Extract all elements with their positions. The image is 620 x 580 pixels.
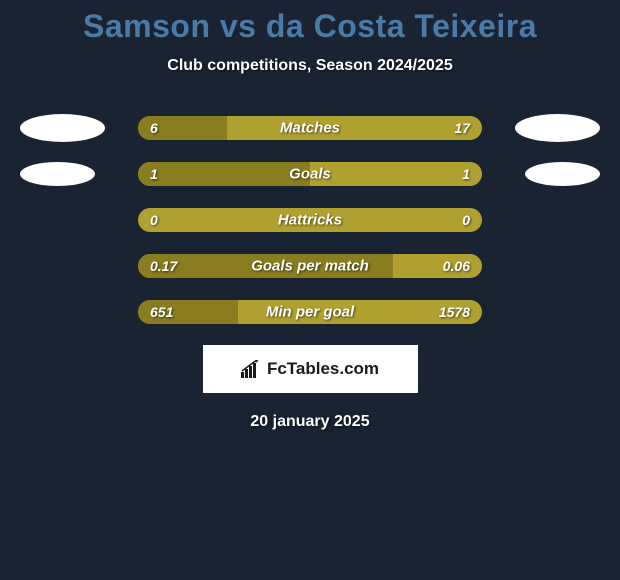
stat-row: 651 Min per goal 1578 xyxy=(0,289,620,335)
stat-label: Goals xyxy=(289,166,331,183)
stat-value-left: 651 xyxy=(150,304,173,320)
chart-icon xyxy=(241,360,261,378)
stat-row: 6 Matches 17 xyxy=(0,105,620,151)
stat-value-left: 6 xyxy=(150,120,158,136)
logo-box[interactable]: FcTables.com xyxy=(203,345,418,393)
stat-value-right: 17 xyxy=(454,120,470,136)
stat-bar: 6 Matches 17 xyxy=(138,116,482,140)
stat-value-left: 1 xyxy=(150,166,158,182)
player-avatar-left xyxy=(20,114,105,142)
stat-value-left: 0.17 xyxy=(150,258,177,274)
stat-label: Min per goal xyxy=(266,304,354,321)
stat-row: 0 Hattricks 0 xyxy=(0,197,620,243)
page-title: Samson vs da Costa Teixeira xyxy=(0,8,620,45)
stat-value-left: 0 xyxy=(150,212,158,228)
stat-value-right: 0 xyxy=(462,212,470,228)
stat-value-right: 0.06 xyxy=(443,258,470,274)
player-avatar-right xyxy=(525,162,600,186)
stat-bar: 651 Min per goal 1578 xyxy=(138,300,482,324)
player-avatar-right xyxy=(515,114,600,142)
stats-section: 6 Matches 17 1 Goals 1 0 Hattricks 0 0.17 Goals pe… xyxy=(0,105,620,335)
stat-label: Goals per match xyxy=(251,258,369,275)
stat-bar: 0.17 Goals per match 0.06 xyxy=(138,254,482,278)
stat-row: 0.17 Goals per match 0.06 xyxy=(0,243,620,289)
stat-label: Hattricks xyxy=(278,212,342,229)
stat-row: 1 Goals 1 xyxy=(0,151,620,197)
stat-value-right: 1 xyxy=(462,166,470,182)
stat-value-right: 1578 xyxy=(439,304,470,320)
stat-bar: 1 Goals 1 xyxy=(138,162,482,186)
stat-label: Matches xyxy=(280,120,340,137)
stat-bar-fill-left xyxy=(138,162,310,186)
player-avatar-left xyxy=(20,162,95,186)
logo-text: FcTables.com xyxy=(267,359,379,379)
subtitle: Club competitions, Season 2024/2025 xyxy=(0,57,620,75)
stat-bar: 0 Hattricks 0 xyxy=(138,208,482,232)
date-text: 20 january 2025 xyxy=(0,413,620,431)
